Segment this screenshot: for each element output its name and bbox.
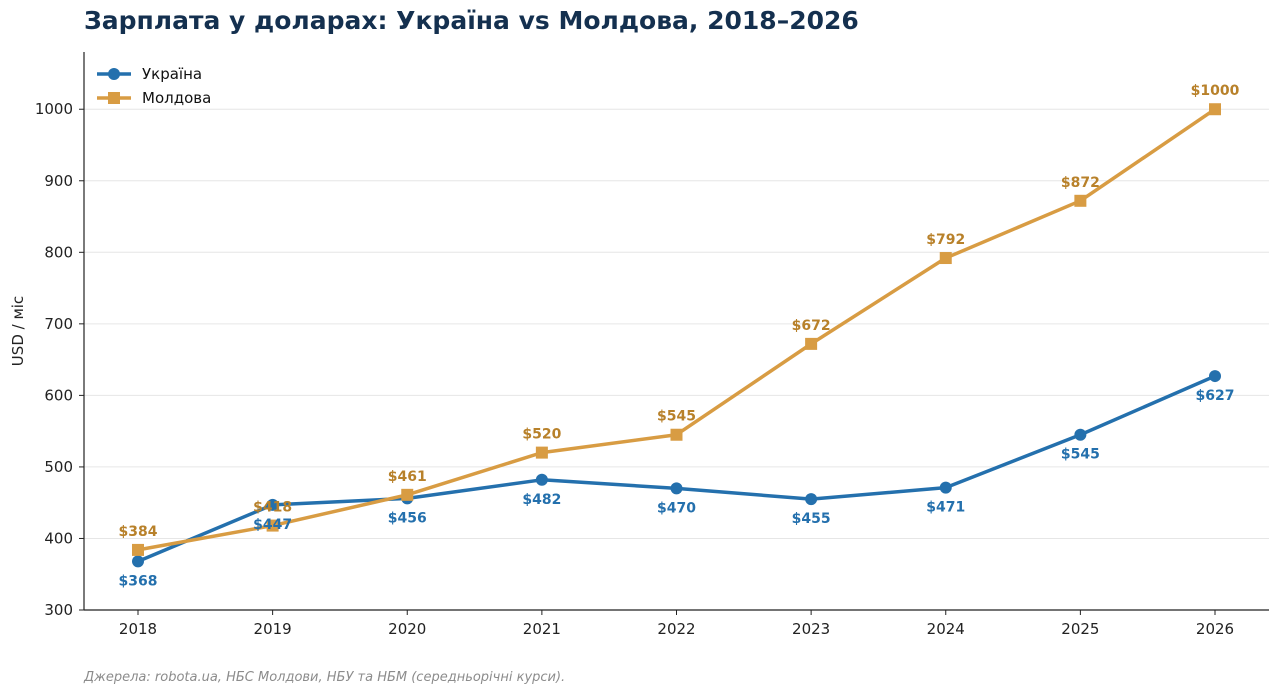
data-point-moldova [401, 488, 414, 501]
x-tick-label: 2024 [927, 620, 965, 638]
data-point-moldova [132, 543, 144, 556]
x-tick-label: 2026 [1196, 620, 1234, 638]
x-tick-label: 2020 [388, 620, 426, 638]
y-tick-label: 700 [44, 315, 73, 333]
legend-item-ukraine: Україна [97, 65, 202, 83]
series-layer [132, 103, 1221, 568]
data-point-ukraine [1209, 370, 1221, 383]
y-tick-label: 800 [44, 243, 73, 261]
legend-swatch-marker [108, 92, 120, 104]
data-point-moldova [1209, 103, 1221, 116]
data-label-moldova: $792 [926, 232, 965, 248]
series-line-ukraine [136, 374, 1217, 564]
x-tick-label: 2022 [657, 620, 695, 638]
data-label-ukraine: $447 [253, 517, 292, 533]
x-tick-label: 2019 [254, 620, 292, 638]
data-point-ukraine [670, 482, 683, 495]
legend: Україна Молдова [97, 65, 211, 107]
y-tick-label: 900 [44, 172, 73, 190]
data-label-ukraine: $471 [926, 500, 965, 516]
y-tick-label: 400 [44, 529, 73, 547]
x-axis-ticks: 2018 2019 2020 2021 2022 2023 2024 2025 2026 [119, 610, 1234, 638]
x-tick-label: 2021 [523, 620, 561, 638]
legend-label: Молдова [142, 89, 211, 107]
x-tick-label: 2018 [119, 620, 157, 638]
data-point-ukraine [266, 498, 279, 511]
data-label-moldova: $1000 [1191, 83, 1240, 99]
y-tick-label: 300 [44, 601, 73, 619]
data-label-ukraine: $470 [657, 500, 696, 516]
data-label-moldova: $872 [1061, 175, 1100, 191]
data-label-moldova: $461 [388, 469, 427, 485]
data-label-moldova: $545 [657, 409, 696, 425]
legend-label: Україна [142, 65, 202, 83]
data-label-moldova: $672 [792, 318, 831, 334]
data-labels-layer: $368 $447 $456 $482 $470 $455 $471 $545 $627 $384… [119, 83, 1240, 589]
data-label-moldova: $384 [119, 524, 158, 540]
data-label-moldova: $418 [253, 500, 292, 516]
data-label-ukraine: $368 [119, 573, 158, 589]
data-point-moldova [939, 252, 952, 265]
data-point-moldova [805, 337, 818, 350]
data-label-ukraine: $456 [388, 510, 427, 526]
data-point-ukraine [1074, 428, 1087, 441]
data-point-moldova [266, 519, 279, 532]
data-label-ukraine: $627 [1196, 388, 1235, 404]
data-label-ukraine: $545 [1061, 447, 1100, 463]
x-tick-label: 2023 [792, 620, 830, 638]
legend-swatch-marker [108, 68, 120, 80]
data-point-ukraine [535, 473, 548, 486]
data-label-ukraine: $482 [522, 492, 561, 508]
data-point-ukraine [132, 555, 144, 568]
y-tick-label: 600 [44, 386, 73, 404]
data-label-moldova: $520 [522, 427, 561, 443]
data-point-ukraine [805, 493, 818, 506]
grid-lines [84, 108, 1269, 539]
y-tick-label: 500 [44, 458, 73, 476]
y-axis-label: USD / міс [9, 296, 27, 366]
source-note: Джерела: robota.ua, НБС Молдови, НБУ та … [84, 670, 566, 685]
data-point-moldova [1074, 194, 1087, 207]
data-label-ukraine: $455 [792, 511, 831, 527]
data-point-moldova [670, 428, 683, 441]
legend-item-moldova: Молдова [97, 89, 211, 107]
y-axis-ticks: 300 400 500 600 700 800 900 1000 [35, 100, 84, 619]
x-tick-label: 2025 [1061, 620, 1099, 638]
y-tick-label: 1000 [35, 100, 73, 118]
chart-title: Зарплата у доларах: Україна vs Молдова, … [84, 6, 859, 35]
data-point-ukraine [939, 481, 952, 494]
data-point-moldova [535, 446, 548, 459]
